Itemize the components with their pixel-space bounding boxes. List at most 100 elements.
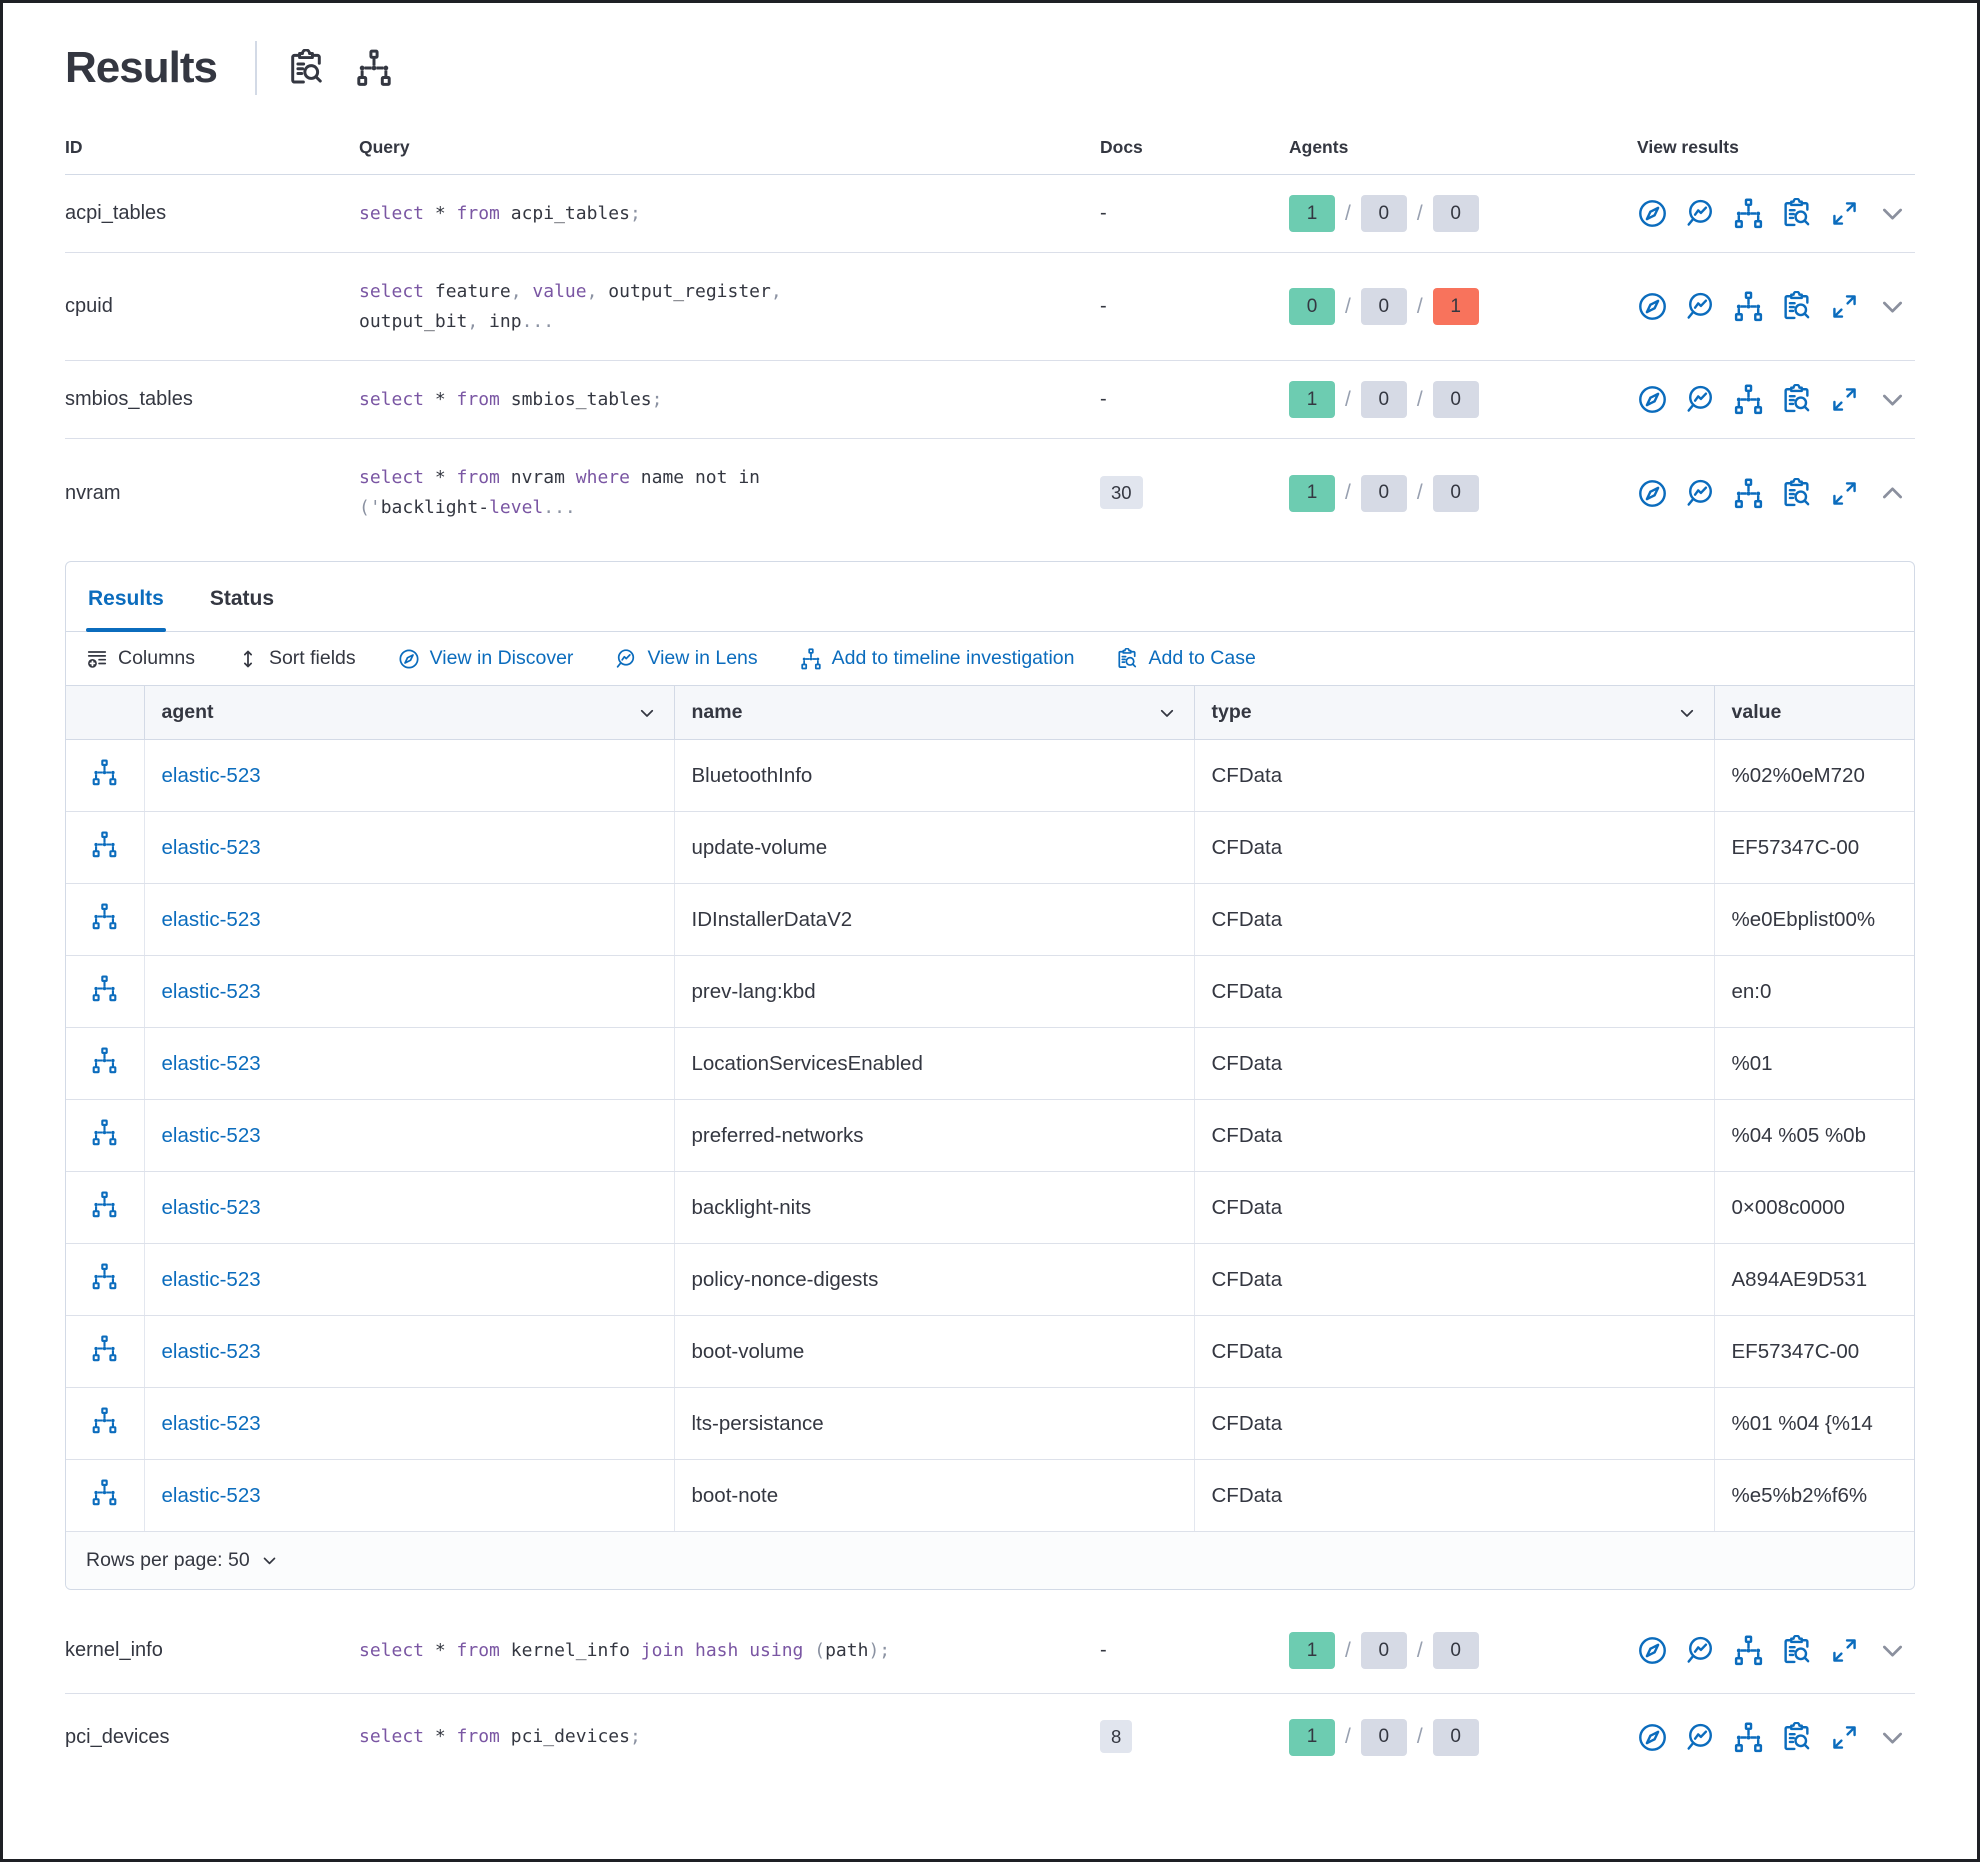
toggle-expand-chevron[interactable] <box>1877 198 1908 229</box>
node-tree-icon[interactable] <box>91 975 118 1002</box>
expand-results-icon[interactable] <box>1829 1635 1860 1666</box>
page-header: Results <box>65 41 1915 95</box>
add-to-timeline-icon[interactable] <box>1733 384 1764 415</box>
inspect-icon[interactable] <box>287 48 325 87</box>
agent-link[interactable]: elastic-523 <box>161 979 261 1003</box>
add-to-timeline-icon[interactable] <box>1733 291 1764 322</box>
tab-status[interactable]: Status <box>208 562 276 631</box>
sort-fields-button[interactable]: Sort fields <box>237 647 356 670</box>
agents-status: 1 / 0 / 0 <box>1289 1718 1637 1756</box>
result-name: preferred-networks <box>674 1099 1195 1172</box>
result-type: CFData <box>1194 883 1715 956</box>
result-name: backlight-nits <box>674 1171 1195 1244</box>
agent-link[interactable]: elastic-523 <box>161 1051 261 1075</box>
grid-col-name[interactable]: name <box>674 686 1195 740</box>
add-to-timeline-icon[interactable] <box>1733 478 1764 509</box>
view-in-lens-icon[interactable] <box>1685 384 1716 415</box>
view-in-lens-icon[interactable] <box>1685 1722 1716 1753</box>
result-value: EF57347C-00 <box>1714 1315 1914 1388</box>
node-tree-icon[interactable] <box>91 1479 118 1506</box>
agent-badge-not-sent: 0 <box>1360 288 1407 325</box>
add-to-timeline-icon[interactable] <box>1733 1635 1764 1666</box>
expand-results-icon[interactable] <box>1829 1722 1860 1753</box>
view-in-lens-icon[interactable] <box>1685 1635 1716 1666</box>
add-to-case-icon[interactable] <box>1781 197 1812 229</box>
columns-button[interactable]: Columns <box>86 647 195 670</box>
node-tree-icon[interactable] <box>91 1047 118 1074</box>
slash-separator: / <box>1416 294 1423 318</box>
node-tree-icon[interactable] <box>91 831 118 858</box>
query-sql: select * from acpi_tables; <box>359 202 641 224</box>
col-docs: Docs <box>1100 137 1143 157</box>
slash-separator: / <box>1416 387 1423 411</box>
add-to-timeline-icon[interactable] <box>1733 1722 1764 1753</box>
add-to-case-button[interactable]: Add to Case <box>1116 647 1256 670</box>
grid-col-type[interactable]: type <box>1194 686 1715 740</box>
agent-link[interactable]: elastic-523 <box>161 1339 261 1363</box>
agent-badge-not-sent: 0 <box>1360 1632 1407 1669</box>
toggle-expand-chevron[interactable] <box>1877 384 1908 415</box>
grid-col-agent[interactable]: agent <box>144 686 675 740</box>
view-in-discover-icon[interactable] <box>1637 291 1668 322</box>
view-in-discover-icon[interactable] <box>1637 198 1668 229</box>
grid-col-value[interactable]: value <box>1714 686 1914 740</box>
add-to-case-icon[interactable] <box>1781 1634 1812 1666</box>
view-in-lens-icon[interactable] <box>1685 291 1716 322</box>
view-in-discover-icon[interactable] <box>1637 478 1668 509</box>
agent-link[interactable]: elastic-523 <box>161 763 261 787</box>
expand-results-icon[interactable] <box>1829 384 1860 415</box>
expanded-results-panel: Results Status Columns Sort fields View … <box>65 561 1915 1590</box>
result-name: policy-nonce-digests <box>674 1243 1195 1316</box>
view-in-discover-button[interactable]: View in Discover <box>398 647 573 670</box>
add-to-case-icon[interactable] <box>1781 290 1812 322</box>
toggle-expand-chevron[interactable] <box>1877 478 1908 509</box>
view-in-discover-icon[interactable] <box>1637 384 1668 415</box>
node-tree-icon[interactable] <box>91 1335 118 1362</box>
view-in-discover-icon[interactable] <box>1637 1722 1668 1753</box>
agent-badge-success: 0 <box>1289 288 1335 325</box>
node-tree-icon[interactable] <box>91 903 118 930</box>
expand-results-icon[interactable] <box>1829 198 1860 229</box>
rows-per-page[interactable]: Rows per page: 50 <box>66 1532 1914 1589</box>
toggle-expand-chevron[interactable] <box>1877 1635 1908 1666</box>
result-type: CFData <box>1194 1099 1715 1172</box>
view-in-lens-icon[interactable] <box>1685 478 1716 509</box>
agent-link[interactable]: elastic-523 <box>161 1483 261 1507</box>
agent-link[interactable]: elastic-523 <box>161 1195 261 1219</box>
case-icon <box>1118 647 1137 668</box>
view-in-discover-icon[interactable] <box>1637 1635 1668 1666</box>
expand-results-icon[interactable] <box>1829 478 1860 509</box>
agent-link[interactable]: elastic-523 <box>161 835 261 859</box>
agent-link[interactable]: elastic-523 <box>161 1123 261 1147</box>
view-in-lens-button[interactable]: View in Lens <box>615 647 758 670</box>
agent-badge-success: 1 <box>1289 1632 1335 1669</box>
add-to-timeline-icon[interactable] <box>1733 198 1764 229</box>
query-id: cpuid <box>65 295 113 317</box>
node-tree-icon[interactable] <box>355 49 393 87</box>
agent-link[interactable]: elastic-523 <box>161 1267 261 1291</box>
add-to-timeline-button[interactable]: Add to timeline investigation <box>800 647 1074 670</box>
expand-results-icon[interactable] <box>1829 291 1860 322</box>
node-tree-icon[interactable] <box>91 1263 118 1290</box>
page: Results ID Query Docs Agents View result… <box>3 3 1977 1780</box>
header-divider <box>254 41 257 95</box>
view-in-lens-icon[interactable] <box>1685 198 1716 229</box>
result-type: CFData <box>1194 811 1715 884</box>
tab-results[interactable]: Results <box>86 562 166 632</box>
docs-count: - <box>1100 1639 1107 1661</box>
result-value: %02%0eM720 <box>1714 739 1914 812</box>
agent-link[interactable]: elastic-523 <box>161 1411 261 1435</box>
toggle-expand-chevron[interactable] <box>1877 1722 1908 1753</box>
result-type: CFData <box>1194 1315 1715 1388</box>
agent-link[interactable]: elastic-523 <box>161 907 261 931</box>
query-sql: select * from smbios_tables; <box>359 388 663 410</box>
add-to-case-icon[interactable] <box>1781 383 1812 415</box>
node-tree-icon[interactable] <box>91 759 118 786</box>
slash-separator: / <box>1345 1638 1351 1662</box>
node-tree-icon[interactable] <box>91 1119 118 1146</box>
add-to-case-icon[interactable] <box>1781 1721 1812 1753</box>
toggle-expand-chevron[interactable] <box>1877 291 1908 322</box>
add-to-case-icon[interactable] <box>1781 477 1812 509</box>
node-tree-icon[interactable] <box>91 1407 118 1434</box>
node-tree-icon[interactable] <box>91 1191 118 1218</box>
